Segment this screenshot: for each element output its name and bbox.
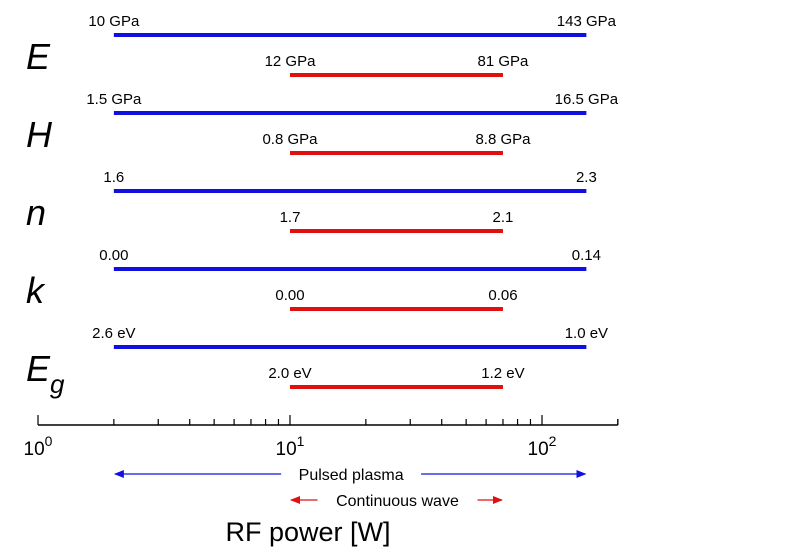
tick-label: 102 (528, 433, 557, 460)
range-arrow-label: Pulsed plasma (299, 467, 404, 484)
property-row: E 10 GPa 143 GPa 12 GPa 81 GPa (26, 13, 617, 77)
continuous-max-label: 8.8 GPa (475, 131, 531, 148)
continuous-max-label: 0.06 (488, 287, 517, 304)
property-symbol-main: k (26, 270, 46, 311)
tick-label-base: 10 (276, 439, 297, 460)
pulsed-min-label: 1.6 (103, 169, 124, 186)
pulsed-max-label: 1.0 eV (565, 325, 608, 342)
tick-label-base: 10 (528, 439, 549, 460)
property-row: H 1.5 GPa 16.5 GPa 0.8 GPa 8.8 GPa (26, 91, 619, 155)
tick-label-base: 10 (24, 439, 45, 460)
continuous-min-label: 0.8 GPa (262, 131, 318, 148)
property-symbol-subscript: g (50, 369, 65, 399)
tick-label-exponent: 0 (45, 433, 53, 449)
pulsed-min-label: 2.6 eV (92, 325, 135, 342)
pulsed-max-label: 143 GPa (557, 13, 617, 30)
continuous-min-label: 1.7 (280, 209, 301, 226)
pulsed-max-label: 0.14 (572, 247, 601, 264)
x-axis: 100 101 102 (24, 415, 619, 460)
pulsed-max-label: 2.3 (576, 169, 597, 186)
property-symbol: k (26, 270, 46, 311)
tick-label-exponent: 1 (297, 433, 305, 449)
continuous-max-label: 1.2 eV (481, 365, 524, 382)
property-row: Eg 2.6 eV 1.0 eV 2.0 eV 1.2 eV (26, 325, 608, 399)
tick-label: 100 (24, 433, 53, 460)
continuous-min-label: 2.0 eV (268, 365, 311, 382)
legend: Pulsed plasma Continuous wave (113, 467, 587, 510)
continuous-max-label: 2.1 (493, 209, 514, 226)
property-row: k 0.00 0.14 0.00 0.06 (26, 247, 601, 311)
pulsed-max-label: 16.5 GPa (555, 91, 619, 108)
continuous-min-label: 0.00 (275, 287, 304, 304)
property-rows: E 10 GPa 143 GPa 12 GPa 81 GPa H 1.5 GPa 16.5 G… (26, 13, 619, 399)
property-symbol: Eg (26, 348, 65, 399)
x-axis-title: RF power [W] (225, 517, 390, 547)
continuous-max-label: 81 GPa (478, 53, 530, 70)
pulsed-min-label: 0.00 (99, 247, 128, 264)
pulsed-min-label: 1.5 GPa (86, 91, 142, 108)
tick-label: 101 (276, 433, 305, 460)
pulsed-min-label: 10 GPa (88, 13, 140, 30)
property-symbol: E (26, 36, 51, 77)
tick-label-exponent: 2 (549, 433, 557, 449)
continuous-min-label: 12 GPa (265, 53, 317, 70)
property-row: n 1.6 2.3 1.7 2.1 (26, 169, 597, 233)
property-symbol-main: E (26, 36, 51, 77)
property-symbol-main: n (26, 192, 46, 233)
property-symbol: n (26, 192, 46, 233)
range-arrow-label: Continuous wave (336, 493, 459, 510)
property-symbol: H (26, 114, 53, 155)
property-symbol-main: H (26, 114, 53, 155)
property-symbol-main: E (26, 348, 51, 389)
